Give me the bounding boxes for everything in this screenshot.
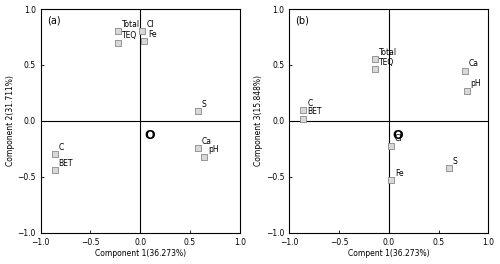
Text: pH: pH — [470, 79, 481, 88]
Text: Total: Total — [122, 20, 140, 29]
Point — [200, 155, 208, 159]
Point — [387, 178, 395, 182]
Y-axis label: Component 3(15.848%): Component 3(15.848%) — [254, 76, 263, 166]
Point — [371, 57, 379, 62]
X-axis label: Component 1(36.273%): Component 1(36.273%) — [94, 249, 186, 258]
Text: Cl: Cl — [395, 134, 402, 143]
X-axis label: Compent 1(36.273%): Compent 1(36.273%) — [348, 249, 430, 258]
Y-axis label: Component 2(31.711%): Component 2(31.711%) — [6, 76, 15, 166]
Text: Cl: Cl — [146, 20, 154, 29]
Text: Fe: Fe — [395, 169, 404, 178]
Point — [50, 152, 58, 157]
Point — [114, 29, 122, 34]
Point — [460, 68, 468, 73]
Text: TEQ: TEQ — [379, 58, 394, 67]
Text: O: O — [393, 129, 404, 142]
Text: Ca: Ca — [468, 59, 478, 68]
Text: Total: Total — [379, 48, 397, 57]
Point — [114, 40, 122, 45]
Point — [371, 67, 379, 72]
Text: C: C — [307, 98, 312, 107]
Text: S: S — [202, 100, 206, 109]
Point — [444, 166, 452, 170]
Text: S: S — [452, 157, 458, 166]
Text: Fe: Fe — [148, 30, 157, 39]
Text: (a): (a) — [46, 16, 60, 26]
Point — [299, 108, 307, 112]
Point — [140, 39, 148, 44]
Text: (b): (b) — [296, 16, 309, 26]
Text: BET: BET — [307, 107, 322, 116]
Point — [50, 168, 58, 172]
Point — [299, 117, 307, 121]
Point — [387, 143, 395, 148]
Text: C: C — [58, 143, 64, 152]
Text: Ca: Ca — [202, 136, 212, 145]
Point — [194, 146, 202, 150]
Text: O: O — [144, 129, 155, 142]
Text: TEQ: TEQ — [122, 31, 138, 40]
Point — [462, 89, 470, 93]
Text: BET: BET — [58, 159, 73, 168]
Point — [138, 29, 146, 34]
Text: pH: pH — [208, 145, 218, 154]
Point — [194, 109, 202, 113]
